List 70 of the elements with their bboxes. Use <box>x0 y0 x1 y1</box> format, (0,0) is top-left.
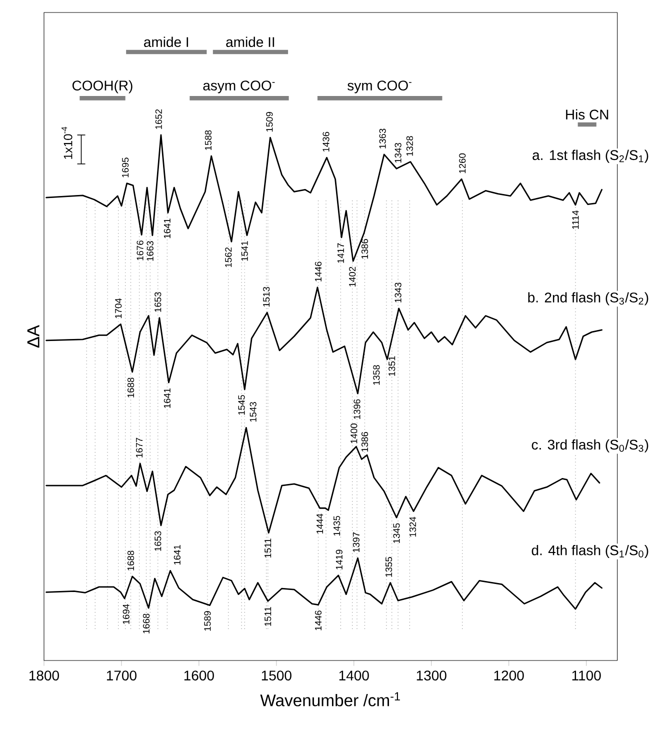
annotation: 1641 <box>174 545 180 565</box>
text: d. 4th flash (S$_{1}$/S$_{0}$) <box>532 544 648 558</box>
annotation: 1343 <box>394 282 402 302</box>
annotation: 1653 <box>154 292 162 312</box>
annotation: 1704 <box>115 298 122 318</box>
annotation: 1402 <box>349 266 356 286</box>
annotation: 1509 <box>266 112 273 132</box>
annotation: 1x10$^{-4}$ <box>62 126 72 159</box>
annotation: 1363 <box>379 128 386 148</box>
annotation: 1358 <box>373 365 380 385</box>
annotation: 1351 <box>388 356 396 376</box>
annotation: 1688 <box>127 550 134 570</box>
annotation: 1114 <box>572 210 579 229</box>
x-tick-label: 1200 <box>494 670 524 680</box>
text: sym COO$^{-}$ <box>348 80 412 94</box>
text: b. 2nd flash (S$_{3}$/S$_{2}$) <box>528 292 648 306</box>
annotation: 1676 <box>136 240 144 260</box>
annotation: 1386 <box>361 239 368 259</box>
x-tick-label: 1500 <box>262 670 292 680</box>
text: amide II <box>226 36 274 48</box>
annotation: 1513 <box>263 286 270 307</box>
annotation: 1677 <box>136 438 143 458</box>
x-tick-label: 1300 <box>416 670 446 680</box>
text: COOH(R) <box>72 80 132 94</box>
annotation: 1355 <box>385 557 392 577</box>
annotation: 1444 <box>316 514 324 534</box>
series-label: c. 3rd flash (S$_{0}$/S$_{3}$) <box>532 439 648 452</box>
x-axis-title: Wavenumber /cm$^{-1}$ <box>260 692 400 706</box>
annotation: 1543 <box>250 402 256 422</box>
annotation: 1589 <box>204 611 211 631</box>
annotation: 1688 <box>127 378 134 398</box>
annotation: 1343 <box>394 142 402 163</box>
annotation: 1345 <box>393 523 400 543</box>
text: amide I <box>144 36 188 48</box>
annotation: 1417 <box>338 243 344 263</box>
x-tick-label: 1700 <box>106 670 136 680</box>
annotation: 1328 <box>406 136 413 156</box>
x-tick-label: 1800 <box>29 670 60 680</box>
annotation: 1653 <box>154 531 162 551</box>
annotation: 1419 <box>336 550 342 570</box>
annotation: 1695 <box>122 158 129 178</box>
annotation: 1588 <box>204 130 212 150</box>
text: His CN <box>566 109 608 120</box>
series-label: a. 1st flash (S$_{2}$/S$_{1}$) <box>532 150 648 163</box>
annotation: 1562 <box>225 247 232 268</box>
annotation: 1386 <box>361 432 368 452</box>
annotation: 1511 <box>264 606 272 626</box>
x-tick-label: 1100 <box>572 670 601 680</box>
annotation: 1435 <box>333 516 340 536</box>
annotation: 1641 <box>164 388 170 408</box>
annotation: 1396 <box>354 399 360 419</box>
annotation: 1446 <box>314 262 322 282</box>
annotation: 1400 <box>350 424 358 444</box>
annotation: 1694 <box>122 604 130 624</box>
y-axis-title: ΔA <box>27 325 40 348</box>
annotation: 1436 <box>322 132 330 152</box>
annotation: 1641 <box>164 218 170 238</box>
x-tick-label: 1600 <box>184 670 214 680</box>
annotation: 1668 <box>142 614 150 634</box>
annotation: 1446 <box>314 610 322 630</box>
annotation: 1652 <box>155 109 162 129</box>
annotation: 1541 <box>241 241 248 261</box>
annotation: 1397 <box>352 532 360 552</box>
annotation: 1545 <box>238 395 245 415</box>
annotation: 1324 <box>409 516 416 537</box>
annotation: 1260 <box>459 153 466 174</box>
x-tick-label: 1400 <box>339 670 369 680</box>
annotation: 1511 <box>264 538 272 558</box>
text: asym COO$^{-}$ <box>203 80 275 94</box>
annotation: 1663 <box>146 241 154 261</box>
